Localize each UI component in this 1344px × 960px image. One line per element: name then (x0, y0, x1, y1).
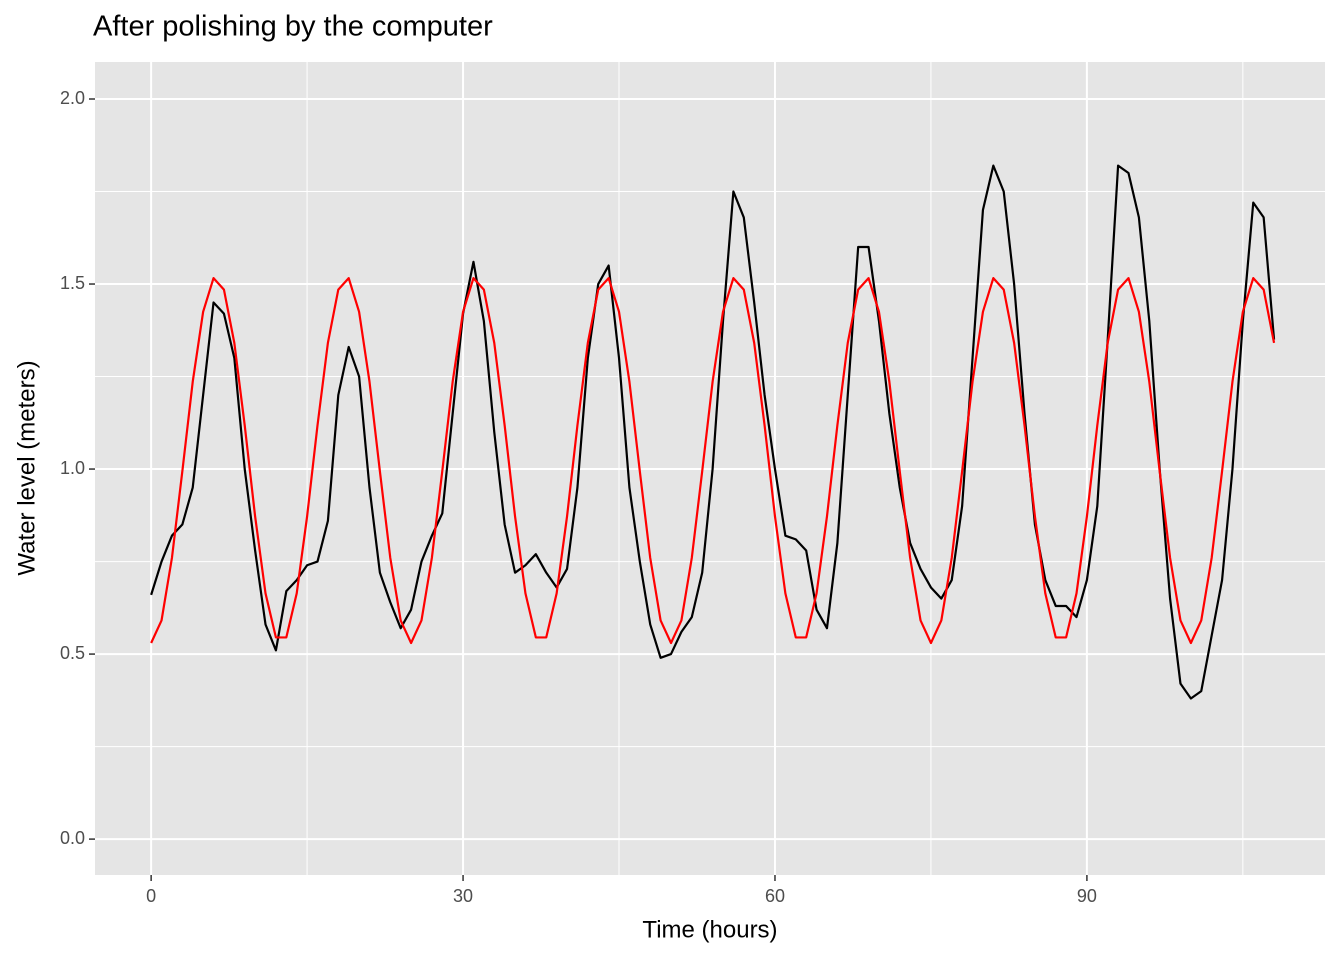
x-axis-title: Time (hours) (642, 916, 777, 943)
x-tick-label: 30 (453, 886, 473, 906)
x-tick-label: 60 (765, 886, 785, 906)
data-line (150, 164, 1276, 700)
y-tick-label: 1.0 (60, 458, 85, 478)
data-line (150, 277, 1276, 645)
y-tick-label: 0.5 (60, 643, 85, 663)
y-tick-label: 2.0 (60, 88, 85, 108)
x-tick-label: 90 (1077, 886, 1097, 906)
x-tick-label: 0 (146, 886, 156, 906)
y-axis-title: Water level (meters) (13, 360, 40, 575)
chart-title: After polishing by the computer (93, 11, 493, 43)
y-tick-label: 1.5 (60, 273, 85, 293)
y-tick-label: 0.0 (60, 828, 85, 848)
